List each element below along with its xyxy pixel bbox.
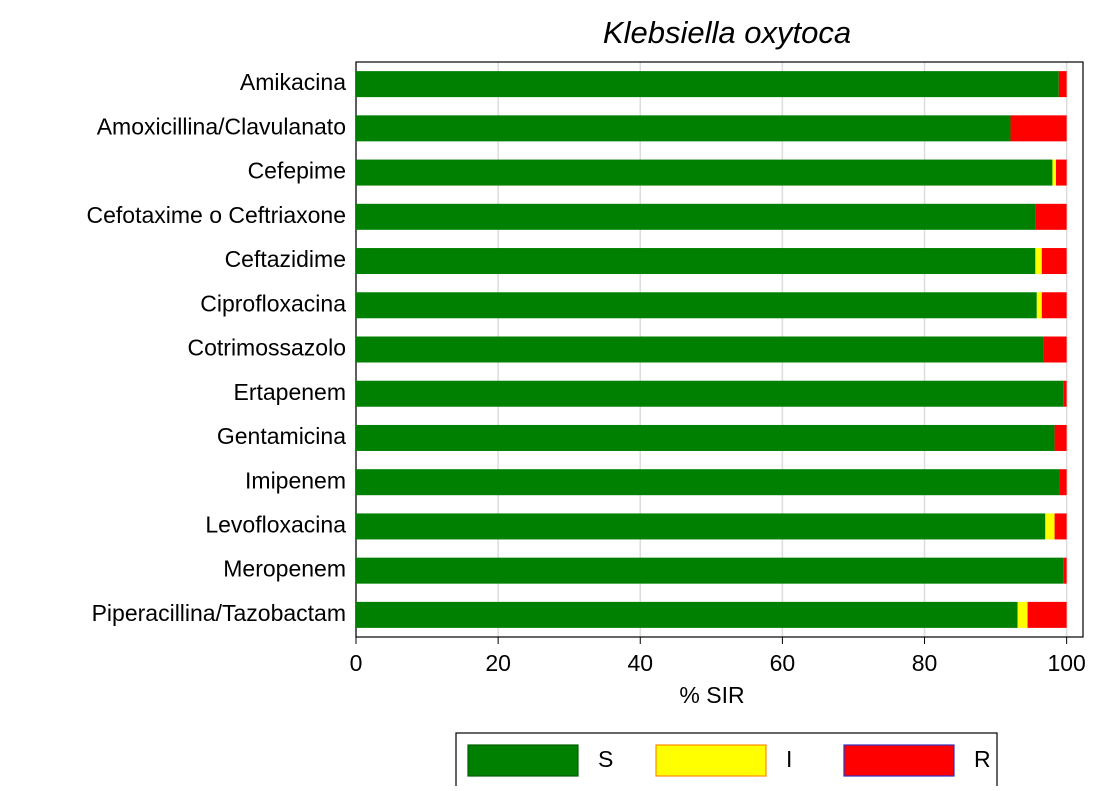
bar-segment bbox=[356, 203, 1036, 230]
bar-segment bbox=[1017, 601, 1028, 628]
legend-label: I bbox=[786, 746, 792, 772]
bar-segment bbox=[1059, 469, 1067, 496]
y-tick-label: Cefotaxime o Ceftriaxone bbox=[86, 202, 346, 228]
bar-segment bbox=[1041, 292, 1067, 319]
bar-segment bbox=[1027, 601, 1067, 628]
bar-segment bbox=[356, 557, 1064, 584]
bar-segment bbox=[1058, 71, 1067, 98]
y-tick-label: Cotrimossazolo bbox=[188, 335, 347, 361]
x-tick-label: 40 bbox=[627, 650, 653, 676]
bar-segment bbox=[1063, 557, 1067, 584]
y-tick-label: Meropenem bbox=[223, 556, 346, 582]
bar-segment bbox=[1063, 380, 1067, 407]
bar-segment bbox=[1035, 203, 1067, 230]
bar-segment bbox=[1055, 159, 1067, 186]
y-tick-label: Imipenem bbox=[245, 467, 346, 493]
bar-segment bbox=[356, 248, 1036, 275]
bar-segment bbox=[1054, 424, 1067, 451]
y-tick-label: Amikacina bbox=[240, 69, 346, 95]
bar-segment bbox=[356, 292, 1037, 319]
x-axis-label: % SIR bbox=[679, 682, 744, 708]
bar-segment bbox=[1010, 115, 1067, 142]
x-tick-label: 80 bbox=[912, 650, 938, 676]
y-tick-label: Amoxicillina/Clavulanato bbox=[97, 113, 346, 139]
y-tick-label: Ceftazidime bbox=[225, 246, 346, 272]
legend-swatch bbox=[467, 744, 579, 777]
bar-segment bbox=[1054, 513, 1067, 540]
bar-segment bbox=[356, 380, 1064, 407]
bar-segment bbox=[1045, 513, 1055, 540]
bar-segment bbox=[356, 71, 1059, 98]
chart-title: Klebsiella oxytoca bbox=[603, 15, 851, 50]
legend-label: S bbox=[598, 746, 613, 772]
y-tick-label: Ertapenem bbox=[233, 379, 346, 405]
x-tick-label: 60 bbox=[770, 650, 796, 676]
bar-segment bbox=[1043, 336, 1067, 363]
bar-segment bbox=[1052, 159, 1056, 186]
x-tick-label: 0 bbox=[350, 650, 363, 676]
legend-label: R bbox=[974, 746, 991, 772]
bar-segment bbox=[356, 159, 1053, 186]
y-tick-label: Ciprofloxacina bbox=[200, 290, 346, 316]
legend-swatch bbox=[655, 744, 767, 777]
bar-segment bbox=[356, 601, 1018, 628]
bar-segment bbox=[356, 513, 1046, 540]
bar-segment bbox=[356, 469, 1060, 496]
bar-segment bbox=[356, 115, 1011, 142]
legend-swatch bbox=[843, 744, 955, 777]
x-tick-label: 100 bbox=[1047, 650, 1085, 676]
bar-segment bbox=[1036, 292, 1042, 319]
y-tick-label: Gentamicina bbox=[217, 423, 346, 449]
bar-segment bbox=[356, 424, 1055, 451]
y-tick-label: Levofloxacina bbox=[205, 512, 346, 538]
y-tick-label: Cefepime bbox=[248, 158, 346, 184]
y-tick-label: Piperacillina/Tazobactam bbox=[92, 600, 346, 626]
x-tick-label: 20 bbox=[485, 650, 511, 676]
bar-segment bbox=[1041, 248, 1067, 275]
bar-segment bbox=[1035, 248, 1042, 275]
bar-segment bbox=[356, 336, 1044, 363]
